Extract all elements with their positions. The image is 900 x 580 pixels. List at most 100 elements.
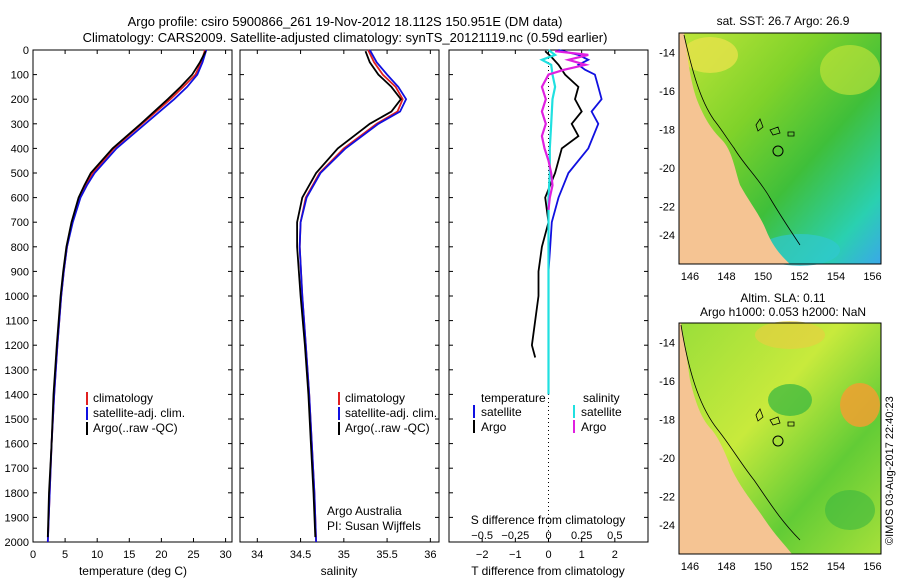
- x-tick-label: 15: [123, 549, 135, 561]
- legend-label-climatology: climatology: [345, 391, 405, 405]
- map-lat-tick-label: -20: [659, 163, 675, 175]
- legend-label-t-argo: Argo: [481, 420, 507, 434]
- sla-coastline-land: [679, 323, 792, 554]
- depth-tick-label: 100: [11, 70, 29, 82]
- s-diff-tick-label: 0.25: [571, 530, 592, 542]
- legend-label-t-satellite: satellite: [481, 405, 522, 419]
- map-lat-tick-label: -18: [659, 414, 675, 426]
- sst-isobath: [683, 34, 801, 246]
- t-diff-tick-label: 2: [612, 549, 618, 561]
- figure-subtitle: Climatology: CARS2009. Satellite-adjuste…: [83, 30, 608, 45]
- legend-label-argo: Argo(..raw -QC): [93, 421, 178, 435]
- sla-float-position-marker: [772, 435, 784, 447]
- sla-reefs: [755, 408, 795, 427]
- x-tick-label: 34: [251, 549, 263, 561]
- t-diff-tick-label: −2: [476, 549, 489, 561]
- salinity-panel: [239, 49, 440, 543]
- map-lon-tick-label: 152: [790, 271, 808, 283]
- x-tick-label: 36: [424, 549, 436, 561]
- map-lat-tick-label: -24: [659, 520, 675, 532]
- sla-map: Altim. SLA: 0.11 Argo h1000: 0.053 h2000…: [678, 291, 882, 555]
- map-lon-tick-label: 154: [827, 561, 845, 573]
- t-diff-argo-line: [530, 50, 583, 358]
- s-diff-satellite-line: [539, 49, 558, 395]
- map-lon-tick-label: 156: [863, 271, 881, 283]
- depth-tick-label: 1700: [5, 463, 29, 475]
- x-tick-label: 10: [91, 549, 103, 561]
- x-tick-label: 20: [155, 549, 167, 561]
- credit-line-1: Argo Australia: [327, 504, 402, 518]
- difference-legend: temperature salinity satellite Argo sate…: [473, 391, 622, 434]
- sla-high-patch: [755, 321, 825, 349]
- salinity-plot-frame: [239, 49, 440, 543]
- sla-map-title-2: Argo h1000: 0.053 h2000: NaN: [700, 305, 866, 319]
- map-lat-tick-label: -18: [659, 124, 675, 136]
- depth-tick-label: 1100: [5, 316, 29, 328]
- s-diff-argo-line: [540, 50, 590, 211]
- x-tick-label: 35.5: [376, 549, 397, 561]
- x-tick-label: 34.5: [290, 549, 311, 561]
- temperature-axis-label: temperature (deg C): [79, 564, 187, 578]
- sst-reefs: [755, 118, 795, 137]
- sla-isobath: [680, 324, 801, 541]
- map-lat-tick-label: -22: [659, 491, 675, 503]
- salinity-argo-line: [296, 50, 403, 538]
- sst-map-title: sat. SST: 26.7 Argo: 26.9: [717, 14, 850, 28]
- s-diff-tick-label: 0: [545, 530, 551, 542]
- map-lat-tick-label: -14: [659, 337, 675, 349]
- map-lon-tick-label: 148: [717, 561, 735, 573]
- map-lat-tick-label: -16: [659, 86, 675, 98]
- map-lon-tick-label: 154: [827, 271, 845, 283]
- salinity-legend: climatology satellite-adj. clim. Argo(..…: [338, 391, 437, 435]
- map-lon-tick-label: 146: [681, 561, 699, 573]
- dynamic-marks: 0100200300400500600700800900100011001200…: [5, 45, 882, 573]
- depth-tick-label: 1900: [5, 512, 29, 524]
- x-tick-label: 0: [30, 549, 36, 561]
- depth-tick-label: 700: [11, 217, 29, 229]
- map-lat-tick-label: -24: [659, 230, 675, 242]
- map-lat-tick-label: -22: [659, 201, 675, 213]
- temperature-argo-line: [46, 50, 207, 538]
- sla-low-patch: [825, 490, 875, 530]
- depth-tick-label: 2000: [5, 537, 29, 549]
- map-lat-tick-label: -16: [659, 376, 675, 388]
- sst-warm-patch: [682, 37, 738, 73]
- temperature-panel: [32, 49, 233, 543]
- t-diff-tick-label: 0: [545, 549, 551, 561]
- legend-label-climatology: climatology: [93, 391, 153, 405]
- map-lon-tick-label: 150: [754, 561, 772, 573]
- t-diff-tick-label: 1: [579, 549, 585, 561]
- legend-label-s-satellite: satellite: [581, 405, 622, 419]
- temperature-legend: climatology satellite-adj. clim. Argo(..…: [86, 391, 185, 435]
- depth-tick-label: 900: [11, 266, 29, 278]
- sst-map-frame: [678, 32, 882, 265]
- depth-tick-label: 600: [11, 193, 29, 205]
- credit-line-2: PI: Susan Wijffels: [327, 519, 421, 533]
- depth-tick-label: 300: [11, 119, 29, 131]
- depth-tick-label: 1000: [5, 291, 29, 303]
- sst-map: sat. SST: 26.7 Argo: 26.9: [678, 14, 882, 266]
- depth-tick-label: 1600: [5, 439, 29, 451]
- depth-tick-label: 1300: [5, 365, 29, 377]
- depth-tick-label: 500: [11, 168, 29, 180]
- x-tick-label: 30: [219, 549, 231, 561]
- depth-tick-label: 1400: [5, 389, 29, 401]
- map-lon-tick-label: 150: [754, 271, 772, 283]
- figure-title: Argo profile: csiro 5900866_261 19-Nov-2…: [128, 14, 563, 29]
- depth-tick-label: 1500: [5, 414, 29, 426]
- depth-tick-label: 400: [11, 143, 29, 155]
- legend-label-argo: Argo(..raw -QC): [345, 421, 430, 435]
- legend-label-satellite: satellite-adj. clim.: [93, 406, 185, 420]
- depth-tick-label: 1200: [5, 340, 29, 352]
- imos-watermark: ©IMOS 03-Aug-2017 22:40:23: [884, 396, 896, 545]
- x-tick-label: 35: [338, 549, 350, 561]
- temperature-plot-frame: [32, 49, 233, 543]
- legend-heading-salinity: salinity: [583, 391, 620, 405]
- t-diff-tick-label: −1: [509, 549, 522, 561]
- depth-tick-label: 0: [23, 45, 29, 57]
- sla-high-patch: [840, 383, 880, 427]
- map-lon-tick-label: 148: [717, 271, 735, 283]
- map-lat-tick-label: -20: [659, 453, 675, 465]
- legend-label-satellite: satellite-adj. clim.: [345, 406, 437, 420]
